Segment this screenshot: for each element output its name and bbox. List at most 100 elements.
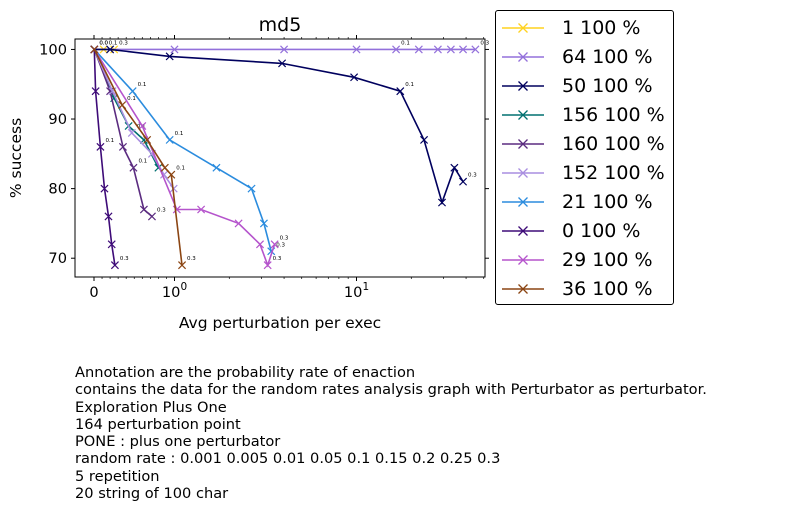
data-point [234,219,243,228]
plot-area [74,38,486,278]
data-point [352,45,361,54]
data-point [459,45,468,54]
point-annotation: 0.1 [405,82,414,88]
series-9: 0.1 0.1 0.3 [90,45,196,270]
point-annotation: 0.0 [99,40,108,46]
data-point [165,135,174,144]
legend-swatch [502,80,544,91]
data-point [100,184,109,193]
legend-label: 36 100 % [562,277,653,300]
series-7: 0.1 0.3 [90,45,129,270]
data-point [450,163,459,172]
point-annotation: 0.3 [157,207,166,213]
legend-label: 50 100 % [562,74,653,97]
legend-label: 0 100 % [562,219,641,242]
series-line [93,48,276,268]
data-point [259,219,268,228]
data-point [263,261,272,270]
legend-swatch [502,51,544,62]
legend-item: 64 100 % [496,42,673,71]
point-annotation: 0.3 [468,173,477,179]
legend-swatch [502,225,544,236]
data-point [129,163,138,172]
legend-label: 29 100 % [562,248,653,271]
data-point [414,45,423,54]
data-point [197,205,206,214]
point-annotation: 0.3 [187,256,196,262]
data-point [138,121,147,131]
point-annotation: 0.1 [127,96,136,102]
x-tick-label: 0 [89,284,98,301]
x-axis-label: Avg perturbation per exec [179,314,381,332]
point-annotation: 0.3 [280,235,289,241]
y-tick-label: 90 [48,111,67,128]
note-line: Annotation are the probability rate of e… [75,364,416,381]
data-point [107,240,116,249]
data-point [160,163,169,172]
data-point [143,135,152,144]
series-line [94,48,464,206]
data-point [104,212,113,221]
legend-item: 160 100 % [496,129,673,158]
series-2: 0.0 0.1 0.3 [90,40,477,207]
chart-title: md5 [259,14,302,36]
legend-item: 156 100 % [496,100,673,129]
y-tick-label: 80 [48,181,67,198]
y-tick-label: 70 [48,250,67,267]
point-annotation: 0.1 [175,131,184,137]
note-line: Exploration Plus One [75,398,227,416]
legend-item: 21 100 % [496,187,673,216]
point-annotation: 0.3 [276,242,285,248]
legend-swatch [502,196,544,207]
y-axis-label: % success [7,118,25,198]
series-line [93,49,116,266]
point-annotation: 0.3 [273,256,282,262]
data-point [212,163,221,172]
legend-label: 156 100 % [562,103,665,126]
x-tick-label: 101 [344,281,369,301]
data-point [118,142,128,151]
note-line: 164 perturbation point [75,415,241,433]
note-line: contains the data for the random rates a… [75,381,707,399]
point-annotation: 0.1 [138,82,147,88]
data-point [255,240,265,249]
data-point [278,59,287,68]
data-point [459,177,468,186]
legend-item: 0 100 % [496,216,673,245]
legend-swatch [502,167,544,178]
data-point [420,135,429,144]
series-line [93,49,183,266]
data-point [437,198,447,207]
data-point [167,170,176,179]
series-line [93,49,153,218]
point-annotation: 0.3 [119,40,128,46]
data-point [270,240,279,249]
data-point [128,87,137,96]
point-annotation: 0.0 [99,40,108,46]
data-point [178,261,187,270]
data-point [350,73,359,82]
notes: Annotation are the probability rate of e… [75,364,809,502]
y-tick-label: 100 [39,41,67,58]
legend-swatch [502,22,544,33]
legend-swatch [502,254,544,265]
point-annotation: 0.3 [120,256,129,262]
x-tick-label: 100 [162,281,187,301]
data-point [106,87,115,96]
data-point [147,212,156,221]
legend-swatch [502,138,544,149]
data-point [392,45,401,54]
data-point [91,87,100,96]
series-line [93,48,272,252]
note-line: 5 repetition [75,467,160,485]
series-8: 0.30.3 [90,45,289,270]
series-4: 0.1 0.3 [90,45,166,221]
legend-label: 160 100 % [562,132,665,155]
note-line: 20 string of 100 char [75,485,229,503]
data-point [170,45,179,54]
data-point [396,87,405,96]
data-point [96,142,105,151]
data-point [433,45,442,54]
data-point [139,205,148,214]
